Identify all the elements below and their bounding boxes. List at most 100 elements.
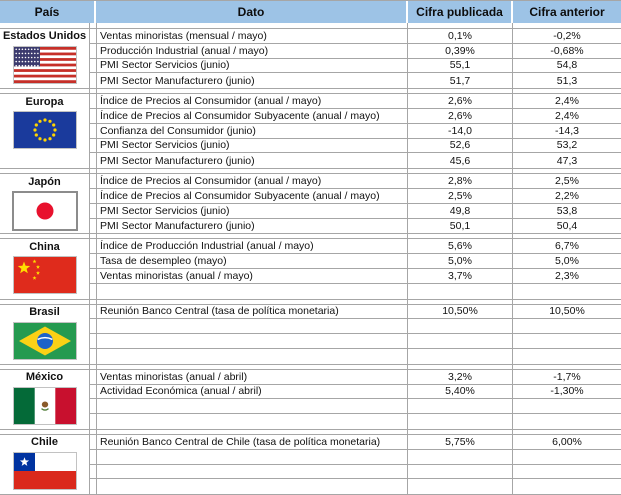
cell-cifra-publicada[interactable] xyxy=(408,334,513,348)
cell-cifra-publicada[interactable] xyxy=(408,399,513,414)
country-cell[interactable] xyxy=(0,348,90,364)
cell-dato[interactable]: Índice de Precios al Consumidor (anual /… xyxy=(96,174,408,188)
cell-dato[interactable]: Índice de Precios al Consumidor Subyacen… xyxy=(96,188,408,203)
cell-dato[interactable]: Confianza del Consumidor (junio) xyxy=(96,123,408,138)
cell-cifra-publicada[interactable]: 2,5% xyxy=(408,188,513,203)
cell-cifra-anterior[interactable]: 5,0% xyxy=(555,255,579,268)
cell-cifra-anterior[interactable] xyxy=(513,450,621,464)
country-cell[interactable] xyxy=(0,399,90,415)
cell-dato[interactable]: PMI Sector Servicios (junio) xyxy=(96,138,408,153)
cell-cifra-publicada[interactable]: 5,75% xyxy=(408,434,513,449)
cell-cifra-anterior[interactable]: 2,5% xyxy=(555,175,579,188)
cell-cifra-publicada[interactable]: 5,0% xyxy=(408,254,513,268)
cell-cifra-publicada[interactable]: 0,1% xyxy=(408,29,513,43)
cell-dato[interactable]: Ventas minoristas (anual / mayo) xyxy=(96,268,408,283)
country-cell[interactable] xyxy=(0,268,90,284)
country-cell[interactable] xyxy=(0,414,90,429)
cell-cifra-publicada[interactable]: 3,7% xyxy=(408,268,513,283)
cell-dato[interactable] xyxy=(96,414,408,429)
cell-cifra-publicada[interactable]: 2,8% xyxy=(408,174,513,188)
header-cifra-anterior[interactable]: Cifra anterior xyxy=(513,1,621,23)
cell-cifra-anterior[interactable] xyxy=(513,349,621,364)
country-cell[interactable]: Chile xyxy=(0,434,90,450)
cell-cifra-publicada[interactable] xyxy=(408,479,513,495)
cell-cifra-publicada[interactable]: 51,7 xyxy=(408,73,513,89)
cell-cifra-publicada[interactable]: 5,40% xyxy=(408,384,513,399)
cell-cifra-publicada[interactable]: 45,6 xyxy=(408,153,513,169)
cell-dato[interactable]: PMI Sector Manufacturero (junio) xyxy=(96,153,408,169)
cell-dato[interactable] xyxy=(96,399,408,414)
cell-cifra-publicada[interactable]: 3,2% xyxy=(408,369,513,384)
cell-dato[interactable] xyxy=(96,479,408,495)
cell-cifra-anterior[interactable] xyxy=(513,334,621,348)
cell-dato[interactable] xyxy=(96,283,408,299)
cell-cifra-anterior[interactable] xyxy=(513,465,621,479)
cell-cifra-anterior[interactable]: -1,7% xyxy=(553,370,581,383)
cell-dato[interactable] xyxy=(96,319,408,334)
cell-cifra-anterior[interactable]: 2,3% xyxy=(555,269,579,282)
country-cell[interactable] xyxy=(0,203,90,219)
country-cell[interactable] xyxy=(0,334,90,349)
cell-cifra-anterior[interactable]: 2,4% xyxy=(555,95,579,108)
cell-cifra-anterior[interactable]: 53,2 xyxy=(556,139,578,152)
cell-cifra-anterior[interactable]: 51,3 xyxy=(556,74,578,87)
cell-cifra-publicada[interactable]: 55,1 xyxy=(408,58,513,73)
cell-cifra-publicada[interactable]: -14,0 xyxy=(408,123,513,138)
cell-cifra-anterior[interactable]: 47,3 xyxy=(556,154,578,167)
country-cell[interactable] xyxy=(0,384,90,400)
country-cell[interactable] xyxy=(0,43,90,59)
header-cifra-publicada[interactable]: Cifra publicada xyxy=(408,1,513,23)
cell-cifra-anterior[interactable]: -1,30% xyxy=(550,385,584,398)
country-cell[interactable]: China xyxy=(0,239,90,255)
country-cell[interactable] xyxy=(0,108,90,124)
cell-cifra-anterior[interactable]: 6,7% xyxy=(555,240,579,253)
cell-cifra-publicada[interactable]: 5,6% xyxy=(408,239,513,254)
country-cell[interactable] xyxy=(0,254,90,269)
country-cell[interactable] xyxy=(0,123,90,139)
cell-dato[interactable] xyxy=(96,449,408,464)
cell-cifra-anterior[interactable] xyxy=(513,284,621,299)
cell-cifra-anterior[interactable]: -14,3 xyxy=(555,124,579,137)
cell-cifra-anterior[interactable]: -0,68% xyxy=(550,44,584,57)
cell-dato[interactable] xyxy=(96,348,408,364)
cell-cifra-anterior[interactable]: 50,4 xyxy=(556,219,578,232)
cell-cifra-anterior[interactable]: 54,8 xyxy=(556,59,578,72)
cell-dato[interactable]: PMI Sector Manufacturero (junio) xyxy=(96,73,408,89)
cell-cifra-publicada[interactable] xyxy=(408,348,513,364)
country-cell[interactable] xyxy=(0,283,90,299)
country-cell[interactable]: Estados Unidos xyxy=(0,29,90,44)
cell-cifra-anterior[interactable]: 2,2% xyxy=(555,189,579,202)
cell-cifra-publicada[interactable] xyxy=(408,464,513,479)
cell-dato[interactable]: Tasa de desempleo (mayo) xyxy=(96,254,408,268)
header-pais[interactable]: País xyxy=(0,1,96,23)
cell-dato[interactable] xyxy=(96,334,408,348)
cell-cifra-publicada[interactable]: 10,50% xyxy=(408,304,513,319)
country-cell[interactable]: Brasil xyxy=(0,304,90,320)
cell-cifra-anterior[interactable] xyxy=(513,479,621,494)
cell-cifra-publicada[interactable] xyxy=(408,319,513,334)
cell-cifra-publicada[interactable]: 49,8 xyxy=(408,203,513,218)
cell-dato[interactable]: Reunión Banco Central (tasa de política … xyxy=(96,304,408,319)
cell-cifra-anterior[interactable]: 10,50% xyxy=(549,305,585,318)
country-cell[interactable]: Europa xyxy=(0,94,90,109)
country-cell[interactable] xyxy=(0,58,90,74)
cell-dato[interactable]: Ventas minoristas (anual / abril) xyxy=(96,369,408,384)
cell-cifra-anterior[interactable] xyxy=(513,399,621,413)
country-cell[interactable] xyxy=(0,188,90,204)
cell-cifra-publicada[interactable]: 50,1 xyxy=(408,218,513,234)
cell-dato[interactable] xyxy=(96,464,408,479)
cell-cifra-publicada[interactable]: 2,6% xyxy=(408,108,513,123)
country-cell[interactable] xyxy=(0,73,90,89)
cell-cifra-anterior[interactable]: -0,2% xyxy=(553,29,581,42)
country-cell[interactable] xyxy=(0,218,90,234)
cell-dato[interactable]: Producción Industrial (anual / mayo) xyxy=(96,43,408,58)
cell-dato[interactable]: Reunión Banco Central de Chile (tasa de … xyxy=(96,434,408,449)
header-dato[interactable]: Dato xyxy=(96,1,408,23)
cell-cifra-anterior[interactable] xyxy=(513,319,621,333)
cell-dato[interactable]: Índice de Precios al Consumidor Subyacen… xyxy=(96,108,408,123)
country-cell[interactable] xyxy=(0,479,90,495)
country-cell[interactable] xyxy=(0,464,90,480)
country-cell[interactable]: Japón xyxy=(0,174,90,189)
cell-dato[interactable]: Índice de Producción Industrial (anual /… xyxy=(96,239,408,254)
cell-cifra-publicada[interactable]: 0,39% xyxy=(408,43,513,58)
